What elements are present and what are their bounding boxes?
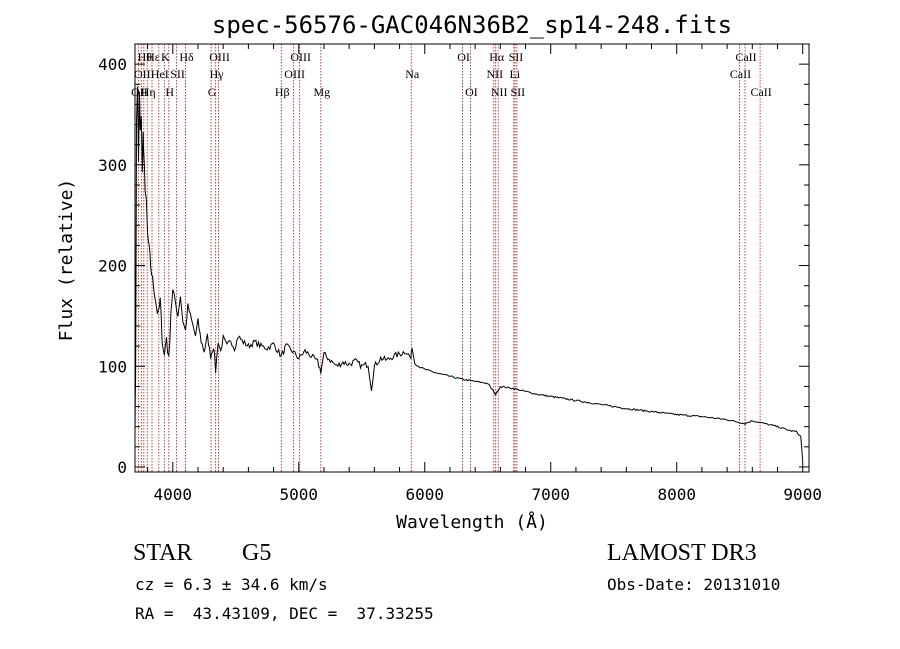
x-tick-label-3: 7000 [531, 485, 570, 504]
spectral-line-labels: OIIOIIHθHηHεHeIKHSIIHδGHγOIIIHβOIIIOIIIM… [131, 50, 772, 99]
y-tick-label-4: 400 [98, 55, 127, 74]
observation-date: Obs-Date: 20131010 [607, 575, 781, 594]
line-marker-label-9: Hδ [179, 50, 194, 64]
line-marker-label-13: Hβ [275, 85, 290, 99]
line-marker-label-3: Hη [141, 85, 156, 99]
y-axis-ticks: 0 100 200 300 400 [98, 55, 809, 477]
object-subclass: G5 [242, 540, 272, 566]
plot-frame [134, 43, 810, 473]
object-class: STAR [133, 540, 193, 566]
line-marker-label-7: H [165, 85, 174, 99]
y-tick-label-2: 200 [98, 257, 127, 276]
line-marker-label-18: OI [457, 50, 470, 64]
line-marker-label-21: Hα [489, 50, 505, 64]
line-marker-label-1: OII [134, 67, 151, 81]
line-marker-label-10: G [208, 85, 217, 99]
line-marker-label-20: NII [486, 67, 503, 81]
line-marker-label-2: Hθ [138, 50, 153, 64]
line-marker-label-19: OI [465, 85, 478, 99]
x-axis-ticks: 4000 5000 6000 7000 8000 9000 [147, 44, 822, 504]
x-axis-label: Wavelength (Å) [396, 511, 548, 533]
line-marker-label-28: CaII [750, 85, 771, 99]
spectrum-line [134, 86, 804, 462]
y-axis-label: Flux (relative) [56, 179, 77, 342]
line-marker-label-25: SII [511, 85, 526, 99]
redshift-readout: cz = 6.3 ± 34.6 km/s [135, 575, 328, 594]
line-marker-label-17: Na [405, 67, 420, 81]
survey-name: LAMOST DR3 [607, 540, 757, 566]
x-tick-label-1: 5000 [280, 485, 319, 504]
line-marker-label-27: CaII [735, 50, 756, 64]
line-marker-label-11: Hγ [210, 67, 225, 81]
line-marker-label-8: SII [170, 67, 185, 81]
coordinates-readout: RA = 43.43109, DEC = 37.33255 [135, 604, 434, 623]
y-tick-label-1: 100 [98, 357, 127, 376]
line-marker-label-14: OIII [284, 67, 305, 81]
line-marker-label-22: NII [491, 85, 508, 99]
line-marker-label-16: Mg [313, 85, 330, 99]
y-tick-label-3: 300 [98, 156, 127, 175]
x-tick-label-2: 6000 [405, 485, 444, 504]
spectral-line-markers [137, 44, 761, 472]
chart-title: spec-56576-GAC046N36B2_sp14-248.fits [212, 11, 732, 39]
y-tick-label-0: 0 [117, 458, 127, 477]
line-marker-label-23: Li [509, 67, 520, 81]
line-marker-label-12: OIII [209, 50, 230, 64]
line-marker-label-15: OIII [290, 50, 311, 64]
line-marker-label-26: CaII [730, 67, 751, 81]
line-marker-label-4: Hε [146, 50, 160, 64]
line-marker-label-5: HeI [151, 67, 169, 81]
x-tick-label-5: 9000 [783, 485, 822, 504]
line-marker-label-6: K [161, 50, 170, 64]
line-marker-label-24: SII [509, 50, 524, 64]
x-tick-label-4: 8000 [657, 485, 696, 504]
x-tick-label-0: 4000 [154, 485, 193, 504]
